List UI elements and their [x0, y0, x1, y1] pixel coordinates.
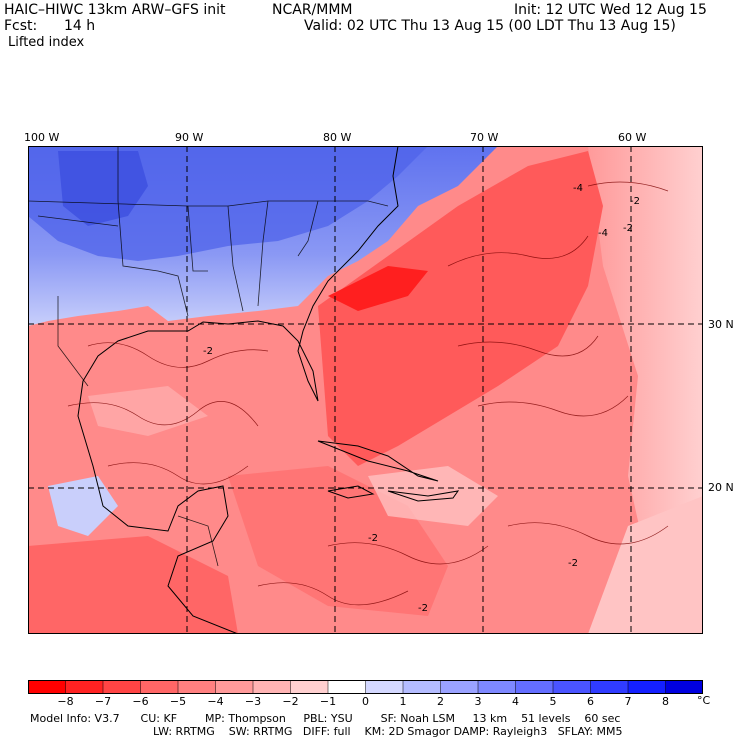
colorbar-segment: [665, 680, 703, 694]
contour-value-label: -2: [568, 558, 578, 569]
contour-value-label: -4: [573, 183, 583, 194]
colorbar-label: 0: [362, 695, 369, 708]
longitude-label: 100 W: [24, 131, 60, 144]
colorbar-label: 2: [437, 695, 444, 708]
colorbar-segment: [477, 680, 517, 694]
colorbar-label: 6: [587, 695, 594, 708]
colorbar-segment: [28, 680, 67, 694]
colorbar-label: 5: [549, 695, 557, 708]
init-label: Init: 12 UTC Wed 12 Aug 15: [514, 2, 707, 18]
light-patch: [368, 466, 498, 526]
colorbar-segment: [365, 680, 404, 694]
unstable-core: [328, 266, 428, 311]
latitude-label: 30 N: [708, 318, 734, 331]
colorbar-segment: [140, 680, 179, 694]
contour-lines: [67, 181, 669, 606]
colorbar-segment: [627, 680, 667, 694]
light-patch: [88, 386, 208, 436]
colorbar-label: −3: [244, 695, 262, 708]
colorbar-segment: [552, 680, 592, 694]
contour-value-label: -2: [418, 603, 428, 614]
colorbar-label: −2: [282, 695, 299, 708]
model-info-line2: LW: RRTMG SW: RRTMG DIFF: full KM: 2D Sm…: [153, 725, 623, 738]
lifted-index-map: -4 -2 -4 -2 -2 -2 -2 -2: [28, 146, 703, 634]
latitude-label: 20 N: [708, 481, 734, 494]
pale-blue-southwest: [48, 476, 118, 536]
longitude-label: 80 W: [323, 131, 352, 144]
unstable-band-southwest: [28, 536, 238, 634]
map-frame: [28, 146, 703, 634]
colorbar-label: 1: [399, 695, 407, 708]
colorbar-segment: [290, 680, 329, 694]
forecast-label: Fcst:: [4, 18, 38, 34]
stable-air-deep: [58, 151, 148, 226]
model-info-line1: Model Info: V3.7 CU: KF MP: Thompson PBL…: [30, 712, 621, 725]
colorbar-segment: [65, 680, 104, 694]
colorbar-label: −7: [94, 695, 112, 708]
longitude-label: 70 W: [470, 131, 499, 144]
graticule: [28, 146, 703, 634]
colorbar-label: −1: [319, 695, 337, 708]
colorbar-label: 4: [512, 695, 519, 708]
colorbar-segment: [252, 680, 292, 694]
colorbar-segment: [215, 680, 254, 694]
colorbar-label: −4: [207, 695, 224, 708]
contour-value-label: -2: [630, 196, 640, 207]
colorbar: [28, 680, 703, 694]
longitude-label: 60 W: [618, 131, 647, 144]
contour-value-labels: -4 -2 -4 -2 -2 -2 -2 -2: [203, 183, 640, 614]
contour-value-label: -2: [368, 533, 378, 544]
colorbar-unit: °C: [697, 694, 711, 707]
center-label: NCAR/MMM: [272, 2, 353, 18]
colorbar-label: −8: [57, 695, 74, 708]
colorbar-label: −6: [132, 695, 149, 708]
longitude-label: 90 W: [175, 131, 204, 144]
political-boundaries: [28, 146, 389, 567]
colorbar-segment: [402, 680, 442, 694]
colorbar-frame: [28, 680, 703, 694]
contour-value-label: -4: [598, 228, 608, 239]
colorbar-segment: [440, 680, 479, 694]
contour-value-label: -2: [623, 223, 633, 234]
colorbar-segment: [327, 680, 367, 694]
colorbar-segment: [177, 680, 217, 694]
colorbar-segment: [515, 680, 554, 694]
colorbar-segment: [590, 680, 629, 694]
forecast-hour: 14 h: [64, 18, 96, 34]
colorbar-segment: [102, 680, 142, 694]
model-title: HAIC–HIWC 13km ARW–GFS init: [4, 2, 226, 18]
colorbar-label: 7: [624, 695, 632, 708]
contour-value-label: -2: [203, 346, 213, 357]
unstable-band: [318, 151, 603, 466]
colorbar-label: 3: [474, 695, 482, 708]
field-label: Lifted index: [8, 35, 85, 50]
valid-label: Valid: 02 UTC Thu 13 Aug 15 (00 LDT Thu …: [304, 18, 676, 34]
colorbar-label: 8: [662, 695, 669, 708]
colorbar-label: −5: [169, 695, 187, 708]
pale-southeast-region: [588, 496, 703, 634]
